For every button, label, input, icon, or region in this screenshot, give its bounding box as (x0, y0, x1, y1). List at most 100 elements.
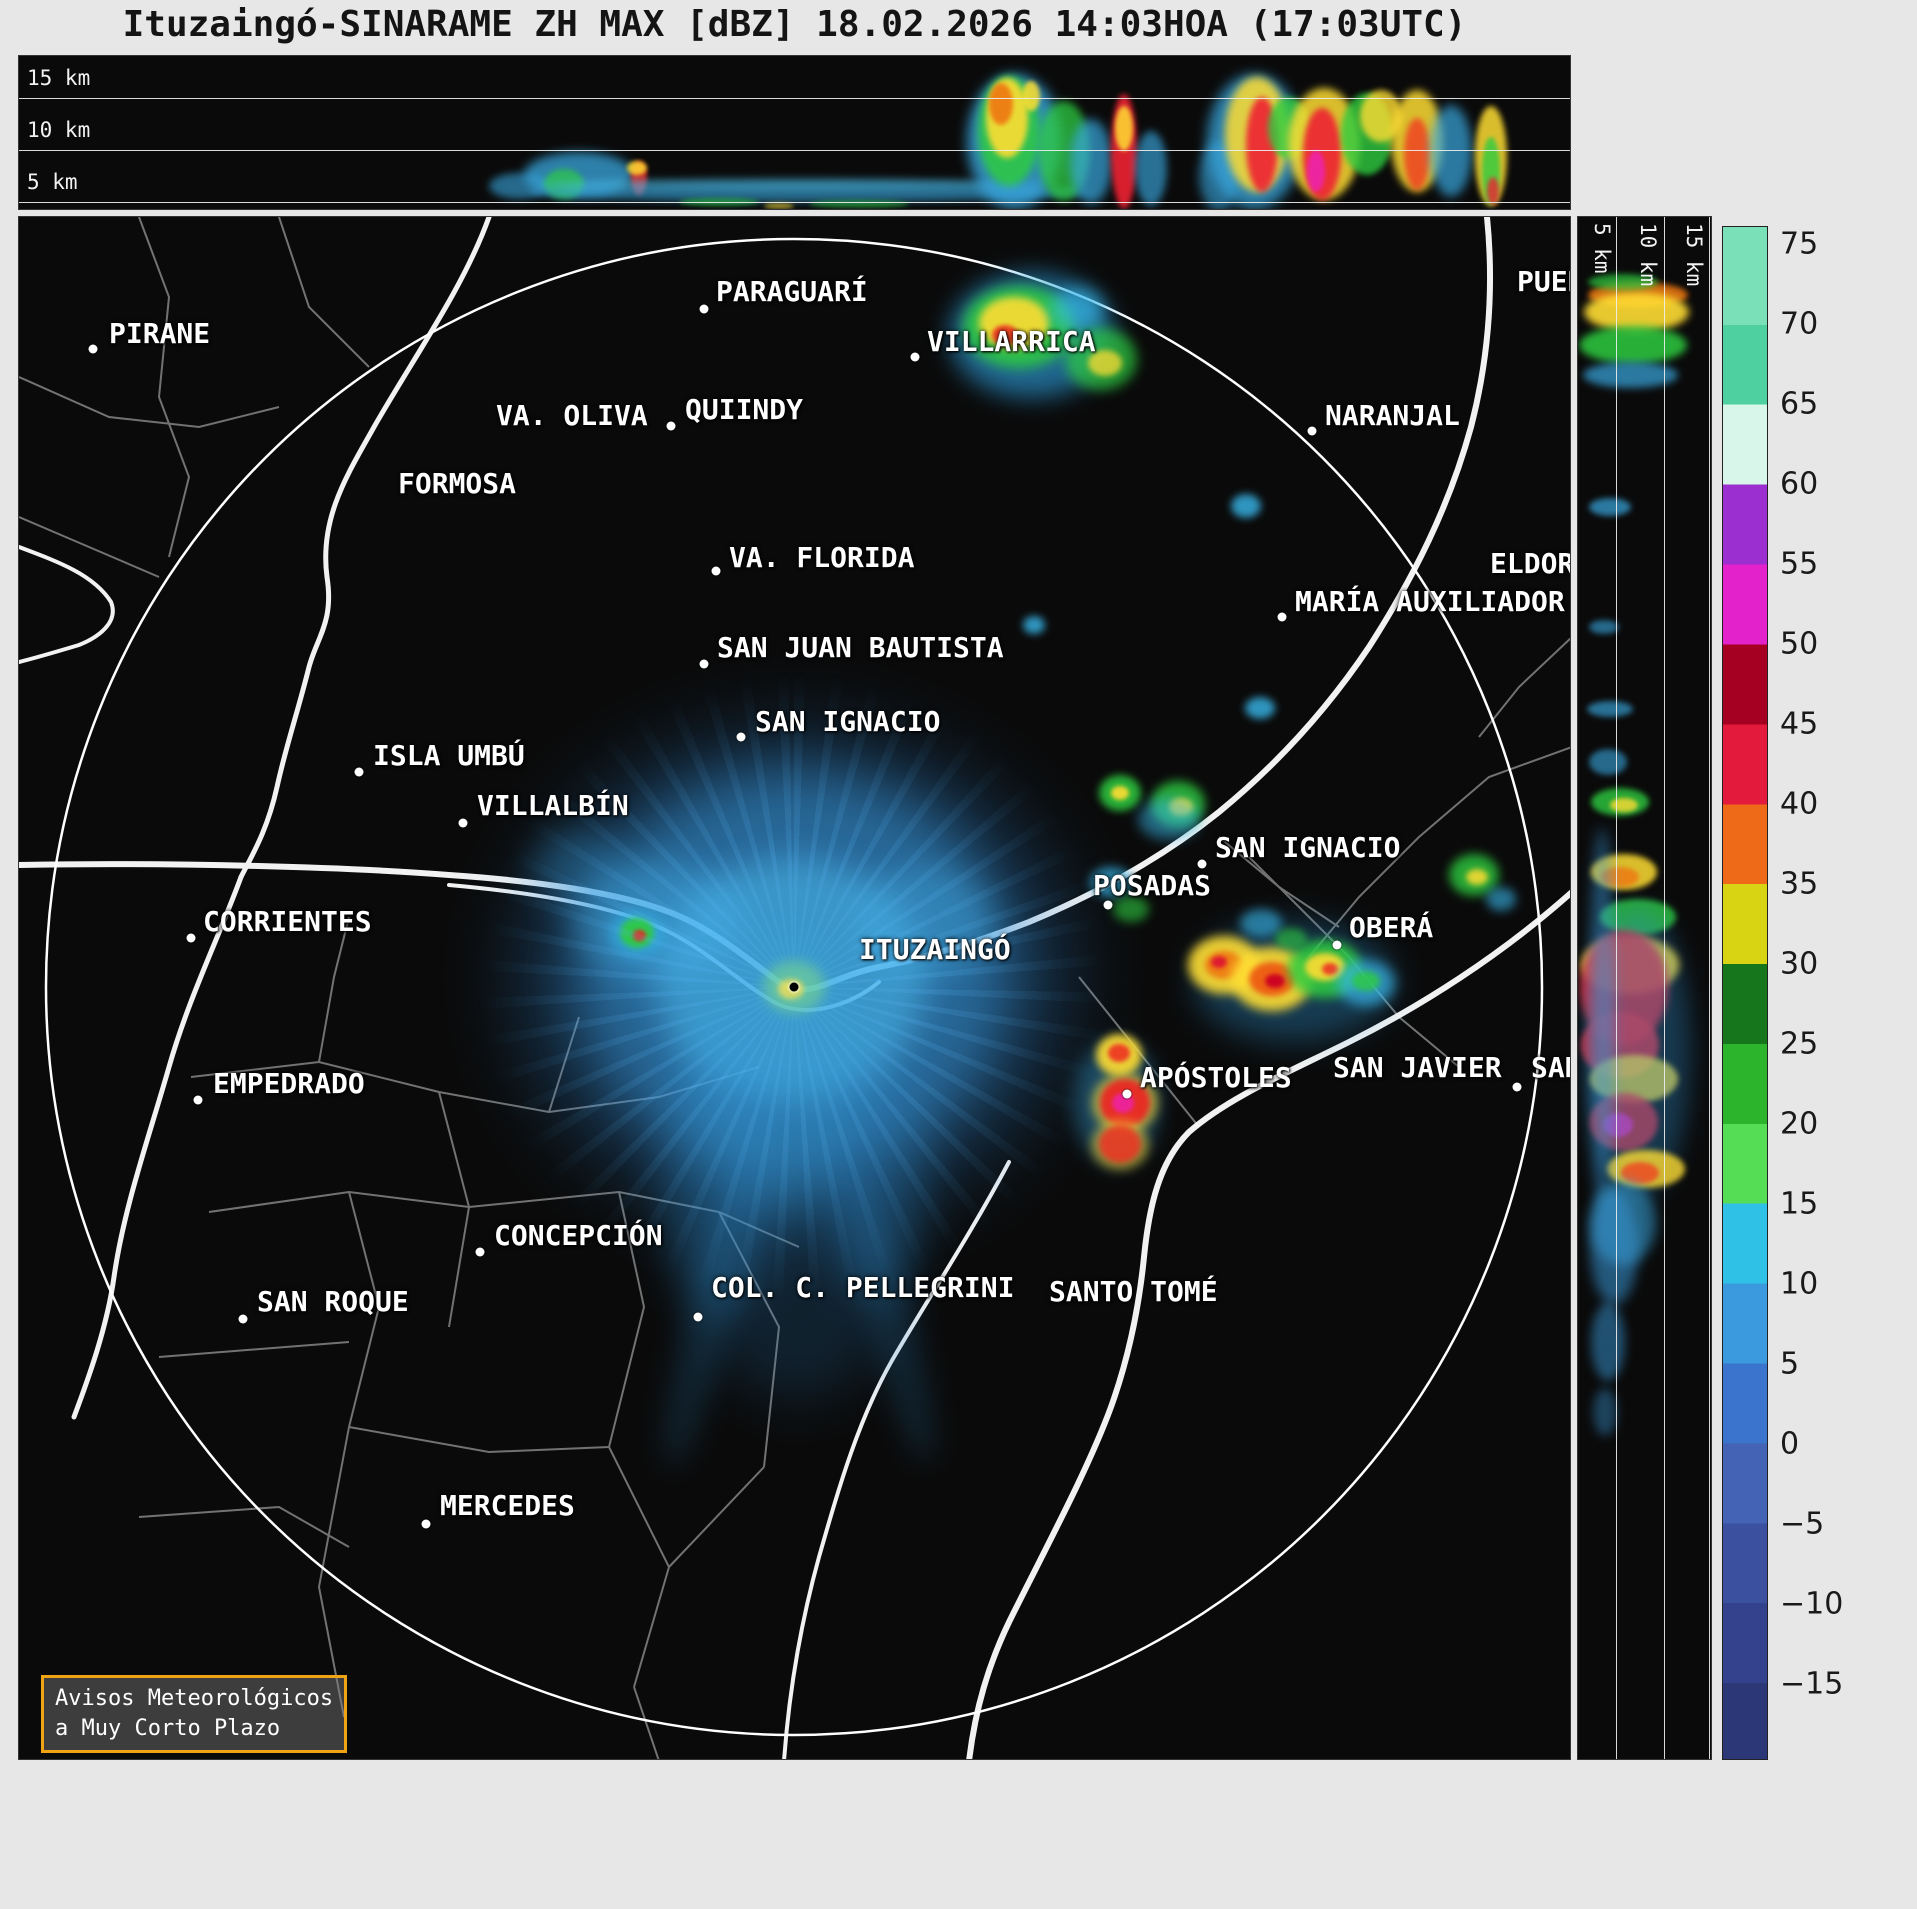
city-dot (910, 352, 920, 362)
city-label: NARANJAL (1325, 399, 1460, 432)
radar-echo (809, 200, 909, 208)
radar-echo (1621, 1162, 1659, 1184)
city-dot (1197, 859, 1207, 869)
radar-echo (1589, 749, 1627, 775)
radar-echo (1589, 827, 1615, 1207)
colorbar-tick: 20 (1780, 1106, 1819, 1142)
radar-echo (992, 325, 1018, 345)
city-dot (238, 1314, 248, 1324)
radar-echo (1111, 786, 1129, 800)
radar-echo (989, 83, 1013, 125)
city-label: FORMOSA (398, 467, 517, 500)
city-dot (1103, 900, 1113, 910)
colorbar-tick: 25 (1780, 1026, 1819, 1062)
radar-echo (1240, 909, 1282, 937)
colorbar-tick: 60 (1780, 466, 1819, 502)
radar-echo (539, 178, 1059, 190)
altitude-line-5km (19, 202, 1570, 203)
radar-echo (1583, 292, 1689, 332)
colorbar-tick: 75 (1780, 226, 1819, 262)
city-label: EMPEDRADO (213, 1067, 365, 1100)
city-label: APÓSTOLES (1140, 1061, 1292, 1094)
radar-echo (1593, 1388, 1617, 1436)
dbz-colorbar (1722, 226, 1768, 1760)
colorbar-tick: 70 (1780, 306, 1819, 342)
radar-echo (1430, 105, 1472, 197)
colorbar-tick: 10 (1780, 1266, 1819, 1302)
warning-badge: Avisos Meteorológicos a Muy Corto Plazo (41, 1675, 348, 1753)
city-dot (458, 818, 468, 828)
colorbar-tick: −15 (1780, 1666, 1844, 1702)
city-label: PUER (1517, 265, 1570, 298)
city-label: QUIINDY (685, 393, 804, 426)
city-dot (1277, 612, 1287, 622)
city-label: ELDOR (1490, 547, 1571, 580)
radar-echo (1108, 1044, 1130, 1062)
city-dot (693, 1312, 703, 1322)
warning-line-1: Avisos Meteorológicos (55, 1686, 334, 1711)
radar-echo (529, 182, 1089, 202)
city-label: ISLA UMBÚ (373, 739, 525, 772)
radar-echo (1113, 896, 1149, 922)
radar-echo (854, 867, 994, 977)
city-dot (193, 1095, 203, 1105)
colorbar-tick: 30 (1780, 946, 1819, 982)
altitude-line-5km-v (1616, 217, 1617, 1759)
footer: Servicio Meteorológico Nacional Argentin… (0, 1768, 1917, 1909)
xz-cross-section-panel: 15 km 10 km 5 km (18, 55, 1571, 210)
city-label: VILLARRICA (927, 325, 1096, 358)
radar-echo (1051, 288, 1103, 330)
radar-echo (1587, 701, 1633, 717)
radar-echo (659, 1042, 779, 1312)
city-label: SAN IGNACIO (1215, 831, 1401, 864)
city-dot (421, 1519, 431, 1529)
altitude-line-15km (19, 98, 1570, 99)
radar-echo (1138, 798, 1200, 840)
altitude-line-10km (19, 150, 1570, 151)
radar-echo (627, 161, 647, 175)
city-label: SAN (1531, 1051, 1570, 1084)
radar-echo (1589, 498, 1631, 516)
radar-site-dot (789, 982, 799, 992)
radar-echo (1275, 928, 1307, 950)
city-dot (699, 659, 709, 669)
radar-echo (1579, 326, 1687, 364)
radar-echo (1099, 1125, 1141, 1163)
city-label: OBERÁ (1349, 911, 1434, 944)
colorbar-tick: −5 (1780, 1506, 1825, 1542)
radar-echo (1135, 130, 1167, 206)
radar-echo (764, 203, 794, 209)
city-dot (736, 732, 746, 742)
city-dot (1122, 1089, 1132, 1099)
city-dot (699, 304, 709, 314)
radar-echo (1487, 177, 1499, 205)
altitude-label-10km-v: 10 km (1636, 223, 1660, 287)
radar-echo (1245, 697, 1275, 719)
radar-echo (1582, 362, 1678, 388)
page-title: Ituzaingó-SINARAME ZH MAX [dBZ] 18.02.20… (122, 4, 1467, 45)
city-label: MARÍA AUXILIADOR (1295, 585, 1565, 618)
city-dot (186, 933, 196, 943)
altitude-label-15km: 15 km (27, 66, 91, 90)
radar-echo (1265, 974, 1285, 988)
radar-echo (1590, 1189, 1638, 1305)
radar-echo (1231, 494, 1261, 518)
radar-echo (1090, 867, 1132, 897)
radar-echo (1589, 620, 1619, 634)
colorbar-tick: 35 (1780, 866, 1819, 902)
city-dot (1307, 426, 1317, 436)
radar-echo (1466, 869, 1488, 885)
city-label: PIRANE (109, 317, 211, 350)
radar-range-ring (44, 237, 1544, 1737)
colorbar-tick: 0 (1780, 1426, 1800, 1462)
altitude-line-10km-v (1664, 217, 1665, 1759)
city-dot (711, 566, 721, 576)
colorbar-tick: 55 (1780, 546, 1819, 582)
altitude-label-15km-v: 15 km (1682, 223, 1706, 287)
city-dot (475, 1247, 485, 1257)
city-label: COL. C. PELLEGRINI (711, 1271, 1015, 1304)
colorbar-tick: 50 (1780, 626, 1819, 662)
city-dot (88, 344, 98, 354)
radar-echo (1588, 274, 1658, 290)
